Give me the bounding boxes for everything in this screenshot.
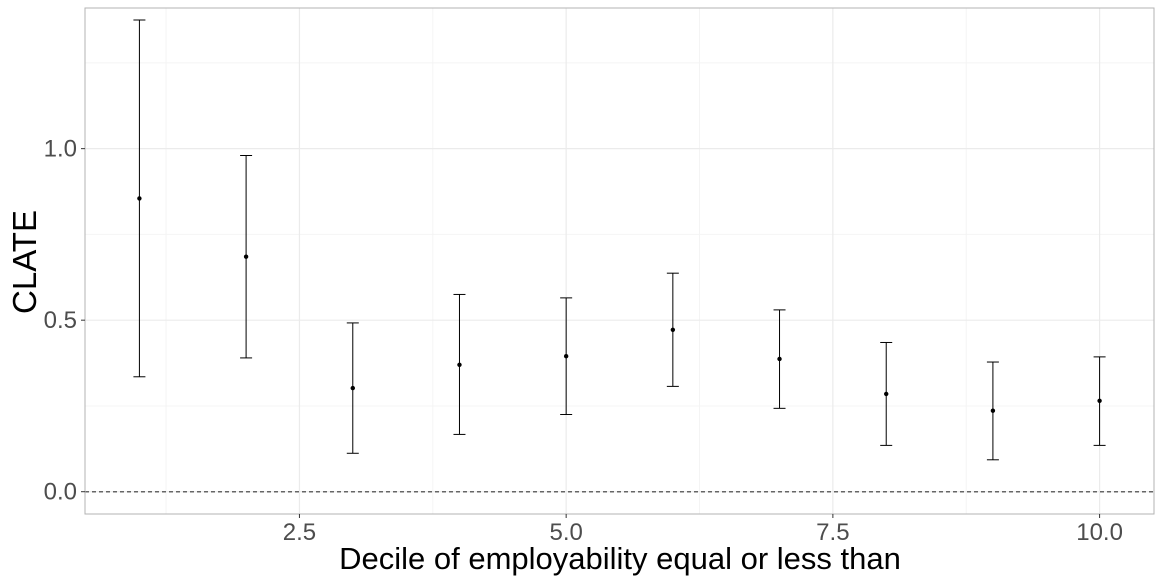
x-tick-label: 5.0 [549, 519, 582, 546]
minor-gridlines [85, 8, 1154, 514]
data-point [243, 254, 249, 259]
point-estimates [137, 196, 1102, 413]
data-point [137, 196, 142, 201]
data-point [350, 385, 355, 391]
panel-border [84, 7, 1155, 515]
x-tick-label: 10.0 [1076, 519, 1123, 546]
major-gridlines [85, 8, 1154, 514]
y-tick-label: 0.5 [44, 307, 77, 334]
y-tick-label: 0.0 [44, 479, 77, 506]
data-point [990, 408, 996, 413]
x-tick-label: 7.5 [816, 519, 849, 546]
data-point [563, 353, 569, 359]
x-axis-title: Decile of employability equal or less th… [339, 541, 901, 576]
y-axis-ticks: 0.0 0.5 1.0 [44, 136, 85, 506]
error-bars [133, 19, 1106, 461]
data-point [884, 391, 889, 397]
data-point [670, 327, 676, 332]
y-axis-title: CLATE [6, 210, 43, 314]
data-point [1097, 398, 1102, 403]
y-tick-label: 1.0 [44, 136, 77, 163]
data-point [777, 356, 782, 362]
x-tick-label: 2.5 [283, 519, 316, 546]
data-point [457, 362, 462, 367]
x-axis-ticks: 2.5 5.0 7.5 10.0 [283, 514, 1123, 546]
